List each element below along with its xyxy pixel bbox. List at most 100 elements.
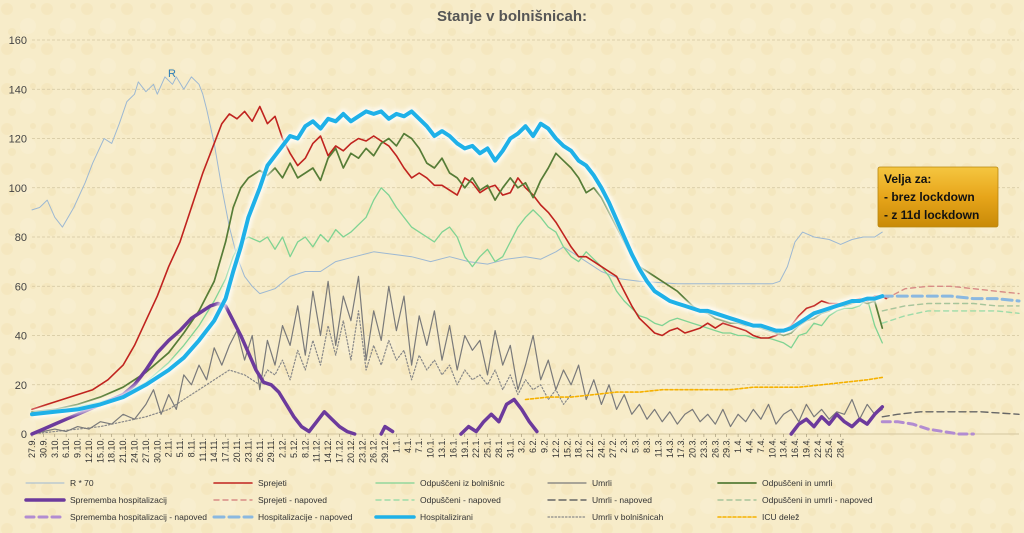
x-tick-label: 14.3.	[665, 438, 675, 458]
legend-label: Odpuščeni - napoved	[420, 495, 501, 505]
x-tick-label: 22.4.	[813, 438, 823, 458]
legend-label: Sprejeti	[258, 478, 287, 488]
x-tick-label: 29.11.	[266, 438, 276, 462]
legend-item-odpusceni-iz-bolnisnic: Odpuščeni iz bolnišnic	[375, 478, 505, 488]
series-line-sprememba-hospitalizacij-napoved	[880, 420, 975, 436]
x-tick-label: 18.10.	[107, 438, 117, 463]
x-tick-label: 16.4.	[790, 438, 800, 458]
x-tick-label: 3.2.	[517, 438, 527, 453]
x-tick-label: 1.1.	[391, 438, 401, 453]
legend-item-umrli-napoved: Umrli - napoved	[547, 495, 652, 505]
x-tick-label: 19.1.	[460, 438, 470, 458]
x-tick-label: 11.12.	[312, 438, 322, 462]
x-tick-label: 29.12.	[380, 438, 390, 463]
legend-item-hospitalizirani: Hospitalizirani	[374, 512, 473, 522]
x-tick-label: 12.10.	[84, 438, 94, 463]
x-tick-label: 11.3.	[653, 438, 663, 457]
legend-item-hospitalizacije-napoved: Hospitalizacije - napoved	[212, 512, 353, 522]
x-tick-label: 5.3.	[631, 438, 641, 453]
x-tick-label: 8.3.	[642, 438, 652, 453]
annotation-line-3: - z 11d lockdown	[884, 208, 979, 222]
y-tick-label: 80	[15, 232, 27, 244]
series-layer	[30, 76, 1021, 436]
x-tick-label: 20.3.	[688, 438, 698, 458]
x-tick-label: 6.10.	[61, 438, 71, 458]
x-tick-label: 28.4.	[836, 438, 846, 458]
legend-item-sprememba-hospitalizacij-napoved: Sprememba hospitalizacij - napoved	[24, 512, 207, 522]
legend-label: Umrli v bolnišnicah	[592, 512, 664, 522]
x-tick-label: 4.1.	[403, 438, 413, 453]
x-tick-label: 3.10.	[50, 438, 60, 458]
x-tick-label: 7.1.	[414, 438, 424, 453]
x-tick-label: 31.1.	[505, 438, 515, 458]
legend-label: Odpuščeni in umrli	[762, 478, 833, 488]
series-line-icu-delez	[524, 376, 884, 401]
legend: R * 70 Sprejeti Odpuščeni iz bolnišnic Umrl…	[24, 478, 873, 522]
legend-item-odpusceni-in-umrli-napoved: Odpuščeni in umrli - napoved	[717, 495, 873, 505]
legend-label: Sprememba hospitalizacij	[70, 495, 167, 505]
x-tick-label: 26.3.	[710, 438, 720, 458]
x-tick-label: 28.1.	[494, 438, 504, 458]
series-line-sprejeti	[31, 105, 887, 411]
legend-label: Sprejeti - napoved	[258, 495, 327, 505]
gridlines	[32, 39, 1019, 435]
x-tick-label: 6.2.	[528, 438, 538, 453]
y-tick-label: 140	[9, 84, 27, 96]
x-tick-label: 10.1.	[426, 438, 436, 458]
legend-item-umrli: Umrli	[547, 478, 612, 488]
legend-label: Odpuščeni iz bolnišnic	[420, 478, 505, 488]
x-tick-label: 5.11.	[175, 438, 185, 457]
x-tick-label: 24.10.	[129, 438, 139, 463]
x-tick-label: 20.12.	[346, 438, 356, 463]
x-tick-label: 8.12.	[300, 438, 310, 458]
series-line-hospitalizirani	[30, 109, 885, 417]
x-tick-label: 27.2.	[608, 438, 618, 458]
series-line-hospitalizacije-napoved	[880, 294, 1021, 303]
r-label: R	[168, 68, 176, 80]
legend-label: Umrli - napoved	[592, 495, 652, 505]
series-line-umrli-napoved	[881, 411, 1020, 418]
x-tick-label: 27.10.	[141, 438, 151, 463]
x-tick-label: 15.2.	[562, 438, 572, 458]
x-tick-label: 25.4.	[824, 438, 834, 458]
y-axis-ticks: 0 20 40 60 80 100 120 140 160	[9, 35, 27, 441]
legend-label: Odpuščeni in umrli - napoved	[762, 495, 873, 505]
y-tick-label: 20	[15, 380, 27, 392]
x-tick-label: 11.11.	[198, 438, 208, 462]
y-tick-label: 0	[21, 429, 27, 441]
x-tick-label: 2.3.	[619, 438, 629, 453]
annotation-line-2: - brez lockdown	[884, 190, 975, 204]
legend-item-r-70: R * 70	[25, 478, 94, 488]
series-line-r-70	[31, 76, 883, 295]
x-tick-label: 5.12.	[289, 438, 299, 458]
legend-item-odpusceni-in-umrli: Odpuščeni in umrli	[717, 478, 833, 488]
annotation-line-1: Velja za:	[884, 172, 931, 186]
x-tick-label: 10.4.	[767, 438, 777, 458]
x-tick-label: 12.2.	[551, 438, 561, 458]
x-tick-label: 25.1.	[483, 438, 493, 458]
y-tick-label: 60	[15, 281, 27, 293]
annotation-box: Velja za: - brez lockdown - z 11d lockdo…	[877, 166, 999, 228]
x-tick-label: 21.10.	[118, 438, 128, 463]
y-tick-label: 120	[9, 134, 27, 146]
legend-item-sprememba-hospitalizacij: Sprememba hospitalizacij	[24, 495, 167, 505]
x-tick-label: 17.11.	[221, 438, 231, 462]
x-tick-label: 24.2.	[596, 438, 606, 458]
legend-label: Umrli	[592, 478, 612, 488]
x-tick-label: 23.11.	[243, 438, 253, 462]
legend-item-umrli-v-bolnisnicah: Umrli v bolnišnicah	[547, 512, 664, 522]
chart-title: Stanje v bolnišnicah:	[437, 8, 587, 25]
x-tick-label: 15.10.	[95, 438, 105, 463]
y-tick-label: 160	[9, 35, 27, 47]
x-tick-label: 7.4.	[756, 438, 766, 453]
series-line-odpusceni-in-umrli-napoved	[881, 302, 1020, 312]
x-tick-label: 13.1.	[437, 438, 447, 458]
x-tick-label: 9.10.	[73, 438, 83, 458]
x-tick-label: 8.11.	[186, 438, 196, 457]
legend-label: Hospitalizirani	[420, 512, 473, 522]
x-tick-label: 4.4.	[744, 438, 754, 453]
x-tick-label: 17.3.	[676, 438, 686, 458]
x-tick-label: 14.12.	[323, 438, 333, 463]
